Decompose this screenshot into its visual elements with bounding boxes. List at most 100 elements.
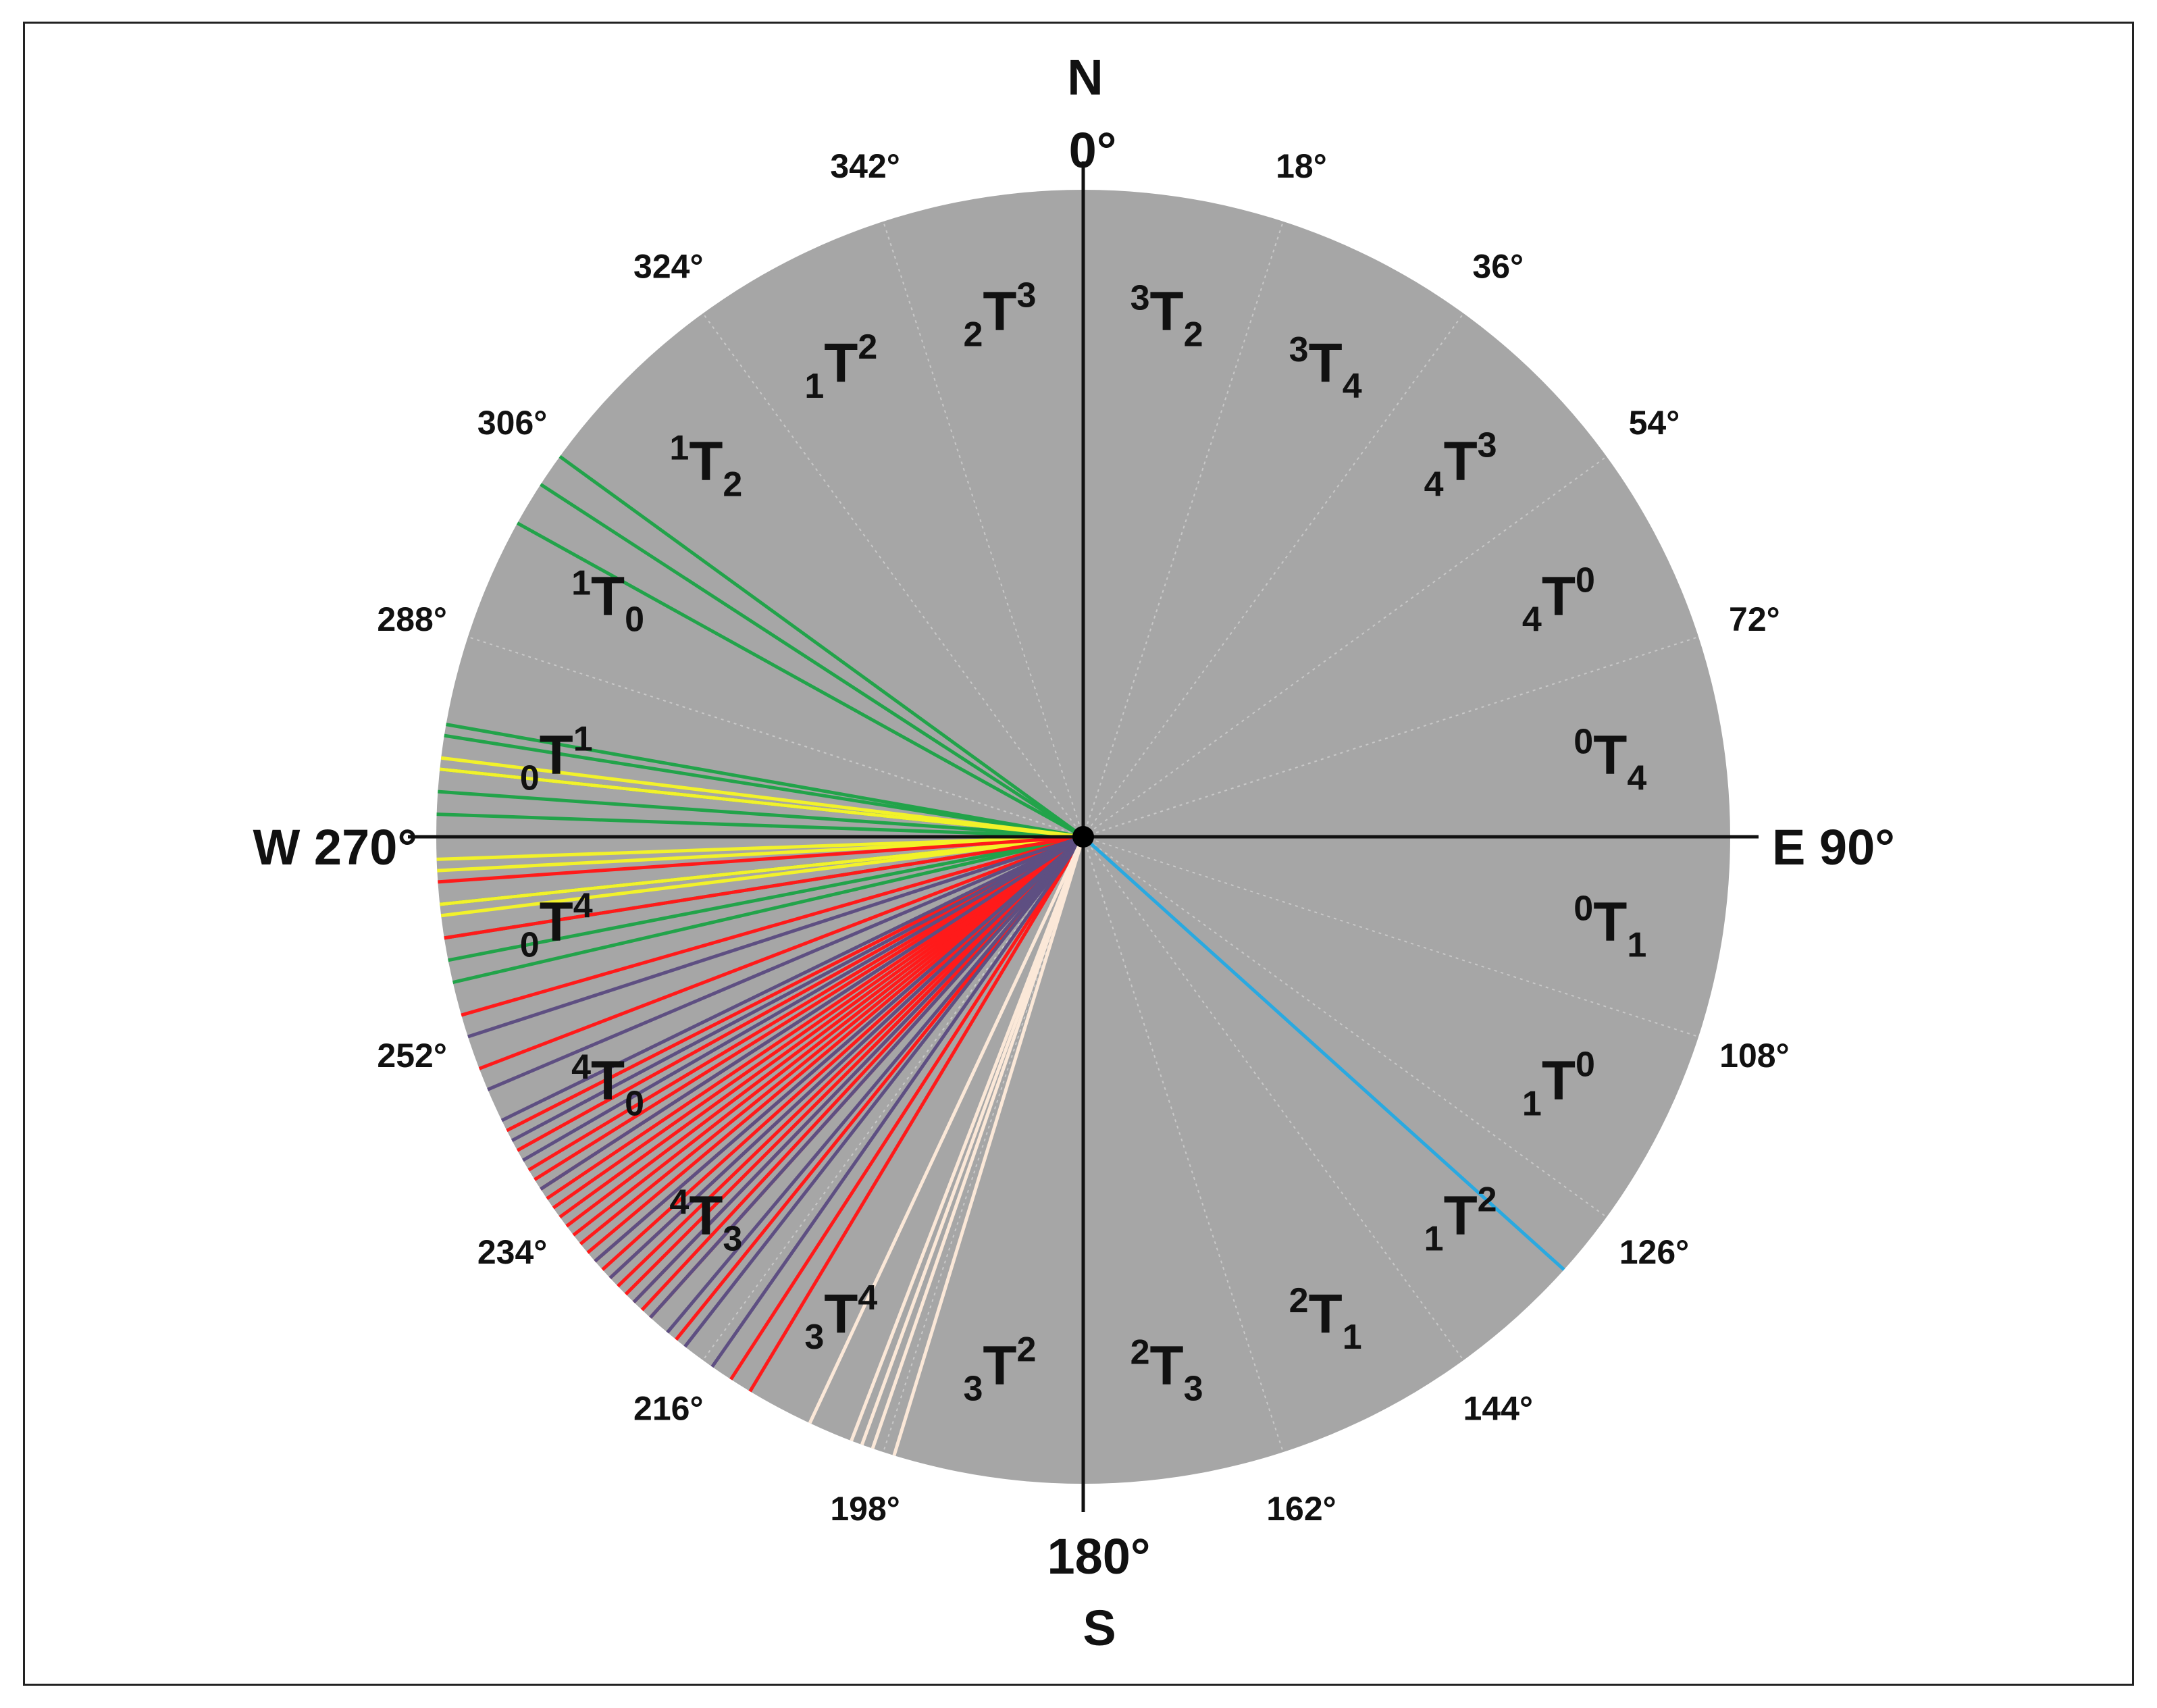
degree-label: 342° [830, 147, 900, 185]
bearing-line-yellow [436, 835, 1084, 861]
bearing-line-green [448, 835, 1084, 962]
bearing-line-purple [500, 835, 1085, 1122]
sector-label: 3T4 [804, 1278, 877, 1357]
bearing-line-yellow [439, 835, 1084, 906]
bearing-line-red [438, 835, 1084, 884]
degree-label: 162° [1266, 1490, 1336, 1528]
bearing-line-green [436, 812, 1084, 839]
bearing-line-beige [850, 836, 1085, 1442]
degree-label: 72° [1729, 600, 1780, 638]
bearing-line-green [438, 790, 1084, 839]
degree-label: 324° [633, 248, 703, 286]
bearing-line-yellow [437, 835, 1084, 873]
bearing-line-beige [892, 836, 1085, 1456]
bearing-line-red [558, 835, 1085, 1219]
sector-label: 4T0 [1522, 561, 1595, 639]
bearing-line-purple [522, 835, 1085, 1162]
bearing-line-purple [710, 835, 1085, 1368]
sector-label: 2T3 [963, 276, 1036, 355]
bearing-line-red [640, 835, 1085, 1312]
sector-label: 0T4 [1574, 722, 1646, 798]
bearing-line-red [729, 835, 1085, 1380]
degree-label: 36° [1472, 248, 1524, 286]
bearing-line-purple [608, 835, 1085, 1280]
sector-label: 1T2 [669, 428, 742, 504]
sector-label: 3T2 [963, 1330, 1036, 1408]
sector-label: 0T1 [520, 719, 593, 798]
bearing-line-red [527, 835, 1085, 1172]
bearing-line-green [540, 483, 1085, 839]
bearing-line-red [478, 835, 1084, 1070]
degree-label: 216° [633, 1389, 703, 1427]
bearing-line-green [516, 521, 1085, 839]
bearing-line-purple [666, 835, 1085, 1334]
bearing-line-red [617, 835, 1085, 1288]
degree-label: 198° [830, 1490, 900, 1528]
east-label: E 90° [1772, 819, 1895, 875]
bearing-line-blue [1082, 835, 1565, 1271]
bearing-line-beige [808, 835, 1085, 1424]
bearing-line-green [444, 733, 1084, 839]
sector-label: 4T0 [571, 1048, 644, 1124]
degree-label: 306° [477, 404, 547, 442]
north-letter: N [1067, 49, 1103, 105]
degree-label: 108° [1719, 1037, 1789, 1075]
bearing-line-beige [860, 836, 1085, 1446]
degree-label: 54° [1629, 404, 1680, 442]
sector-label: 4T3 [1424, 425, 1497, 504]
bearing-line-purple [683, 835, 1085, 1348]
figure-frame [23, 22, 2134, 1686]
bearing-line-purple [511, 835, 1085, 1142]
bearing-line-green [452, 835, 1084, 984]
degree-label: 288° [377, 600, 446, 638]
bearing-line-beige [870, 836, 1085, 1449]
bearing-line-red [624, 835, 1085, 1296]
bearing-line-purple [467, 835, 1084, 1039]
sector-label: 1T2 [1424, 1181, 1497, 1259]
bearing-line-red [601, 835, 1085, 1271]
sector-label: 1T0 [1522, 1045, 1595, 1124]
degree-label: 18° [1276, 147, 1327, 185]
bearing-line-purple [487, 835, 1084, 1091]
sector-label: 1T2 [804, 328, 877, 406]
bearing-line-red [534, 835, 1085, 1181]
bearing-line-red [579, 835, 1085, 1245]
bearing-line-red [552, 835, 1085, 1210]
bearing-line-green [558, 455, 1085, 839]
bearing-line-red [675, 835, 1085, 1341]
west-label: W 270° [253, 819, 417, 875]
south-letter: S [1083, 1600, 1116, 1656]
sector-label: 2T3 [1131, 1332, 1203, 1408]
bearing-line-red [572, 835, 1085, 1237]
bearing-line-yellow [440, 835, 1084, 918]
bearing-line-purple [632, 835, 1085, 1303]
sector-label: 3T4 [1289, 330, 1362, 406]
bearing-line-red [461, 835, 1084, 1017]
sector-label: 0T1 [1574, 889, 1646, 965]
sector-label: 0T4 [520, 887, 593, 965]
sector-label: 3T2 [1131, 279, 1203, 355]
sector-label: 1T0 [571, 563, 644, 639]
bearing-line-red [586, 835, 1085, 1254]
bearing-line-red [516, 835, 1085, 1152]
degree-label: 144° [1463, 1389, 1533, 1427]
south-degree: 180° [1047, 1528, 1150, 1584]
degree-label: 126° [1619, 1233, 1689, 1271]
bearing-line-red [506, 835, 1085, 1133]
bearing-line-red [565, 835, 1085, 1228]
bearing-line-yellow [440, 756, 1084, 839]
north-degree: 0° [1069, 122, 1117, 178]
bearing-line-purple [594, 835, 1085, 1263]
bearing-line-yellow [439, 767, 1084, 839]
bearing-line-red [748, 835, 1085, 1393]
center-dot [1072, 826, 1094, 848]
bearing-line-purple [540, 835, 1085, 1191]
sector-label: 2T1 [1289, 1281, 1362, 1357]
degree-label: 234° [477, 1233, 547, 1271]
bearing-line-red [546, 835, 1085, 1200]
bearing-line-purple [649, 835, 1085, 1319]
bearing-line-green [446, 723, 1084, 839]
degree-label: 252° [377, 1037, 446, 1075]
bearing-line-red [444, 835, 1084, 940]
